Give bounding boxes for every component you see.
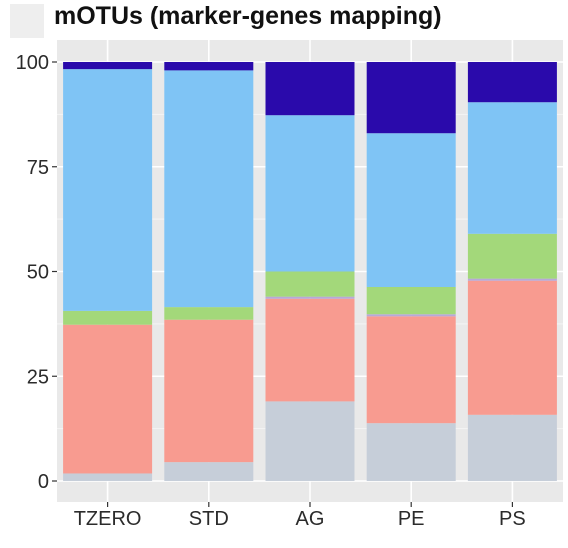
bar-segment-ps-s6	[467, 62, 557, 103]
bar-segment-ps-s2	[467, 280, 557, 415]
bar-segment-ag-s5	[265, 115, 355, 272]
bars	[63, 62, 557, 481]
y-tick-label: 100	[16, 52, 49, 74]
bar-segment-ps-s5	[467, 102, 557, 234]
bar-segment-ps-s1	[467, 414, 557, 481]
bar-segment-pe-s2	[366, 316, 456, 424]
y-tick-label: 50	[27, 262, 49, 284]
bar-segment-ps-s4	[467, 233, 557, 279]
bar-segment-tzero-s4	[63, 310, 153, 325]
chart-title: mOTUs (marker-genes mapping)	[54, 2, 442, 30]
bar-segment-pe-s1	[366, 423, 456, 481]
bar-segment-std-s5	[164, 70, 254, 308]
x-tick-label: STD	[189, 508, 229, 530]
bar-segment-pe-s4	[366, 287, 456, 315]
bar-segment-tzero-s5	[63, 69, 153, 311]
bar-segment-pe-s6	[366, 62, 456, 134]
x-tick-label: AG	[296, 508, 325, 530]
x-tick-label: PS	[499, 508, 526, 530]
bar-segment-ag-s2	[265, 298, 355, 402]
y-tick-label: 0	[38, 471, 49, 493]
bar-segment-pe-s3	[366, 314, 456, 317]
bar-segment-ag-s6	[265, 62, 355, 116]
bar-segment-std-s2	[164, 319, 254, 463]
bar-segment-std-s6	[164, 62, 254, 71]
x-tick-label: PE	[398, 508, 425, 530]
bar-segment-ps-s3	[467, 278, 557, 281]
bar-segment-tzero-s6	[63, 62, 153, 70]
bar-segment-pe-s5	[366, 133, 456, 288]
bar-segment-ag-s4	[265, 271, 355, 297]
bar-segment-ag-s1	[265, 401, 355, 481]
title-swatch	[10, 4, 44, 38]
x-axis: TZERO STD AG PE PS	[74, 502, 526, 530]
bar-segment-std-s4	[164, 307, 254, 320]
y-axis: 0 25 50 75 100	[16, 52, 57, 493]
y-tick-label: 25	[27, 366, 49, 388]
bar-segment-tzero-s2	[63, 324, 153, 474]
bar-segment-ag-s3	[265, 296, 355, 299]
bar-segment-tzero-s1	[63, 473, 153, 481]
y-tick-label: 75	[27, 157, 49, 179]
x-tick-label: TZERO	[74, 508, 142, 530]
bar-segment-std-s1	[164, 462, 254, 481]
